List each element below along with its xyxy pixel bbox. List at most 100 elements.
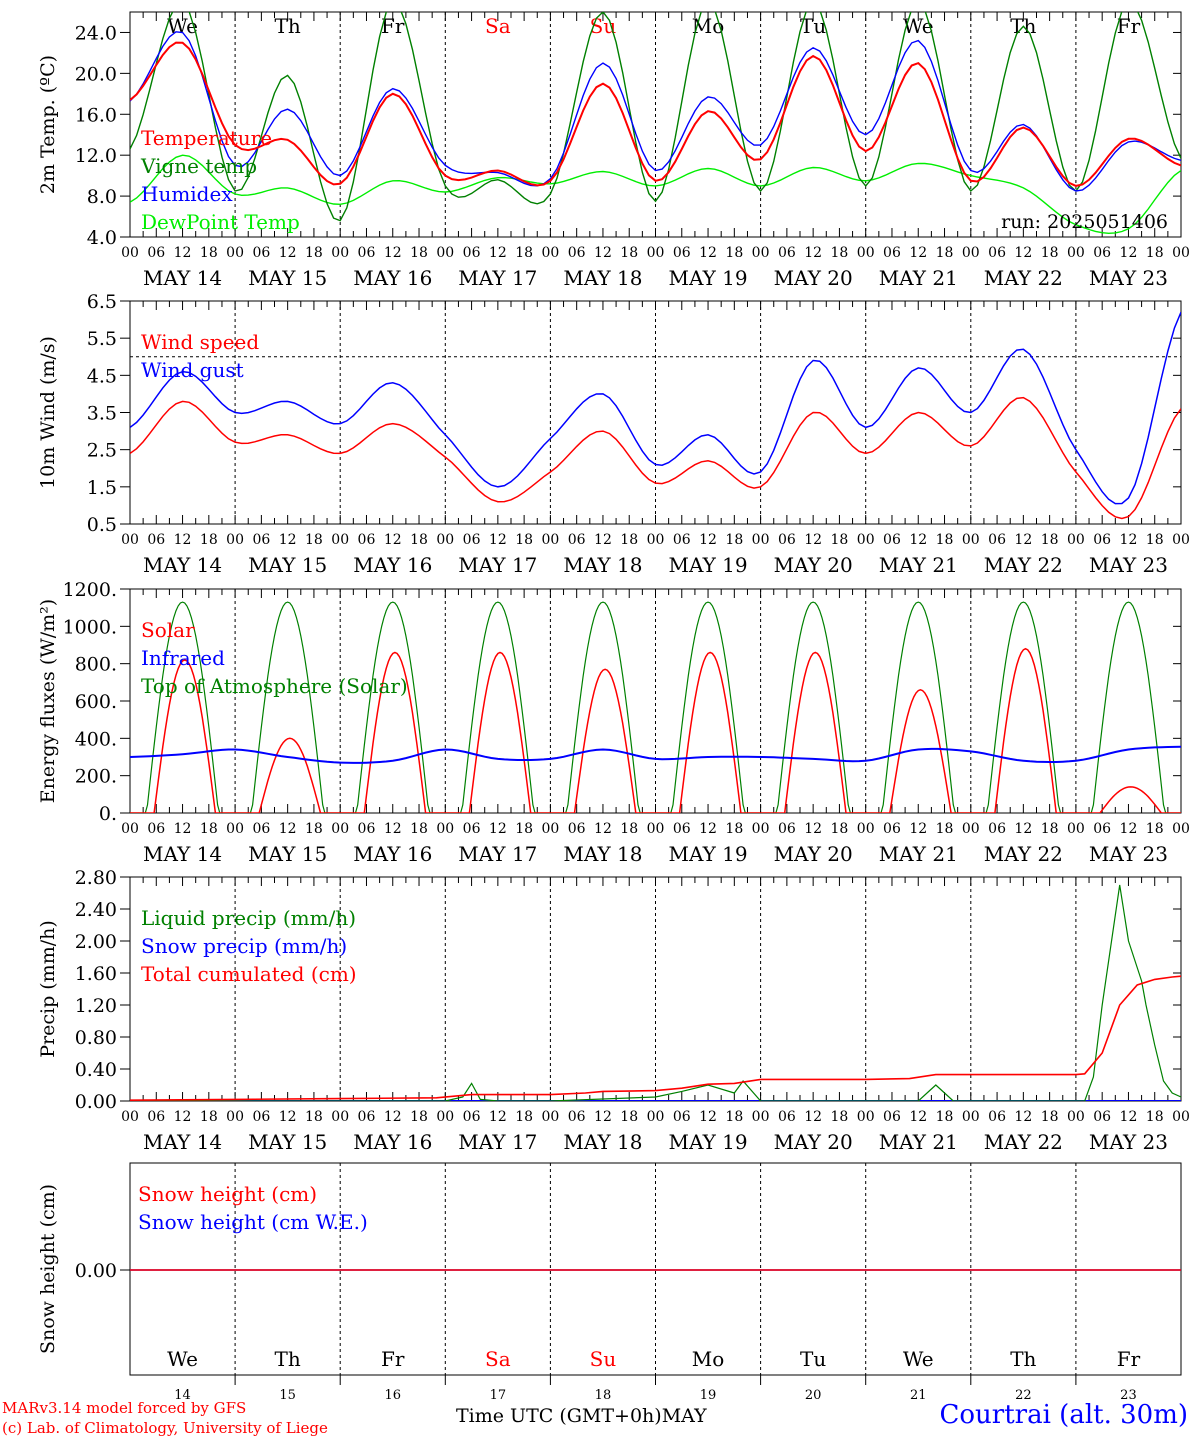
energy-hour-label: 06 (1093, 821, 1111, 837)
precip-hour-label: 06 (883, 1109, 901, 1125)
snow-day-name: We (167, 1347, 198, 1371)
wind-hour-label: 00 (752, 532, 770, 548)
energy-hour-label: 12 (279, 821, 297, 837)
wind-hour-label: 18 (1041, 532, 1059, 548)
temp-hour-label: 00 (436, 245, 454, 261)
snow-day-name: Th (275, 1347, 301, 1371)
energy-date-label: MAY 17 (458, 842, 537, 866)
wind-hour-label: 12 (804, 532, 822, 548)
temp-date-label: MAY 17 (458, 266, 537, 290)
precip-hour-label: 06 (147, 1109, 165, 1125)
temp-date-label: MAY 22 (984, 266, 1063, 290)
wind-ytick-label: 3.5 (87, 403, 117, 425)
precip-hour-label: 00 (647, 1109, 665, 1125)
energy-hour-label: 18 (936, 821, 954, 837)
temp-hour-label: 00 (226, 245, 244, 261)
snow-day-number: 22 (1015, 1388, 1032, 1403)
energy-hour-label: 06 (252, 821, 270, 837)
snow-day-number: 23 (1120, 1388, 1137, 1403)
energy-hour-label: 00 (752, 821, 770, 837)
temp-legend-temperature: Temperature (141, 126, 272, 150)
energy-hour-label: 12 (699, 821, 717, 837)
precip-hour-label: 12 (174, 1109, 192, 1125)
snow-legend-snow-height-cm-w-e-: Snow height (cm W.E.) (138, 1210, 368, 1234)
temp-hour-label: 18 (515, 245, 533, 261)
snow-legend-snow-height-cm-: Snow height (cm) (138, 1182, 317, 1206)
energy-legend-solar: Solar (141, 618, 195, 642)
energy-hour-label: 06 (147, 821, 165, 837)
precip-hour-label: 18 (200, 1109, 218, 1125)
energy-hour-label: 18 (725, 821, 743, 837)
wind-date-label: MAY 23 (1089, 553, 1168, 577)
precip-date-label: MAY 15 (248, 1130, 327, 1154)
wind-hour-label: 12 (384, 532, 402, 548)
wind-hour-label: 06 (883, 532, 901, 548)
precip-hour-label: 00 (331, 1109, 349, 1125)
wind-ytick-label: 4.5 (87, 365, 117, 387)
wind-hour-label: 00 (436, 532, 454, 548)
energy-series-infrared (130, 745, 1181, 764)
energy-frame (129, 588, 1182, 814)
energy-hour-label: 12 (1014, 821, 1032, 837)
wind-ytick-label: 2.5 (87, 440, 117, 462)
energy-hour-label: 00 (541, 821, 559, 837)
wind-hour-label: 06 (778, 532, 796, 548)
wind-frame (129, 300, 1182, 525)
energy-hour-label: 00 (226, 821, 244, 837)
wind-hour-label: 06 (147, 532, 165, 548)
energy-hour-label: 06 (883, 821, 901, 837)
temp-ytick-label: 20.0 (75, 63, 117, 85)
temp-hour-label: 12 (489, 245, 507, 261)
precip-ytick-label: 1.60 (75, 963, 117, 985)
wind-date-label: MAY 18 (563, 553, 642, 577)
precip-hour-label: 18 (1146, 1109, 1164, 1125)
temp-hour-label: 00 (752, 245, 770, 261)
precip-legend-liquid-precip-mm-h-: Liquid precip (mm/h) (141, 906, 356, 930)
precip-date-label: MAY 14 (143, 1130, 222, 1154)
precip-hour-label: 06 (463, 1109, 481, 1125)
snow-ylabel: Snow height (cm) (37, 1184, 59, 1354)
wind-date-label: MAY 17 (458, 553, 537, 577)
precip-ylabel: Precip (mm/h) (37, 920, 59, 1058)
energy-ytick-label: 1000. (63, 616, 117, 638)
temp-hour-label: 18 (305, 245, 323, 261)
energy-hour-label: 18 (620, 821, 638, 837)
temp-hour-label: 06 (568, 245, 586, 261)
precip-hour-label: 12 (1120, 1109, 1138, 1125)
wind-date-label: MAY 16 (353, 553, 432, 577)
precip-hour-label: 00 (752, 1109, 770, 1125)
wind-hour-label: 18 (831, 532, 849, 548)
wind-hour-label: 18 (725, 532, 743, 548)
precip-date-label: MAY 16 (353, 1130, 432, 1154)
energy-date-label: MAY 16 (353, 842, 432, 866)
wind-hour-label: 12 (594, 532, 612, 548)
precip-hour-label: 12 (384, 1109, 402, 1125)
energy-date-label: MAY 21 (879, 842, 958, 866)
wind-hour-label: 06 (358, 532, 376, 548)
precip-hour-label: 18 (410, 1109, 428, 1125)
energy-hour-label: 18 (515, 821, 533, 837)
precip-hour-label: 00 (857, 1109, 875, 1125)
temp-date-label: MAY 15 (248, 266, 327, 290)
temp-hour-label: 00 (121, 245, 139, 261)
precip-hour-label: 18 (725, 1109, 743, 1125)
precip-hour-label: 00 (121, 1109, 139, 1125)
temp-hour-label: 00 (962, 245, 980, 261)
temp-hour-label: 12 (174, 245, 192, 261)
temp-ytick-label: 24.0 (75, 22, 117, 44)
precip-hour-label: 12 (1014, 1109, 1032, 1125)
energy-hour-label: 00 (857, 821, 875, 837)
precip-hour-label: 18 (936, 1109, 954, 1125)
energy-hour-label: 18 (410, 821, 428, 837)
precip-hour-label: 00 (226, 1109, 244, 1125)
wind-hour-label: 18 (200, 532, 218, 548)
energy-ytick-label: 1200. (63, 579, 117, 601)
temp-hour-label: 06 (358, 245, 376, 261)
wind-hour-label: 06 (463, 532, 481, 548)
wind-hour-label: 18 (936, 532, 954, 548)
energy-hour-label: 12 (909, 821, 927, 837)
precip-hour-label: 06 (358, 1109, 376, 1125)
temp-hour-label: 18 (1041, 245, 1059, 261)
temp-hour-label: 00 (857, 245, 875, 261)
temp-legend-vigne-temp: Vigne temp (140, 154, 257, 178)
